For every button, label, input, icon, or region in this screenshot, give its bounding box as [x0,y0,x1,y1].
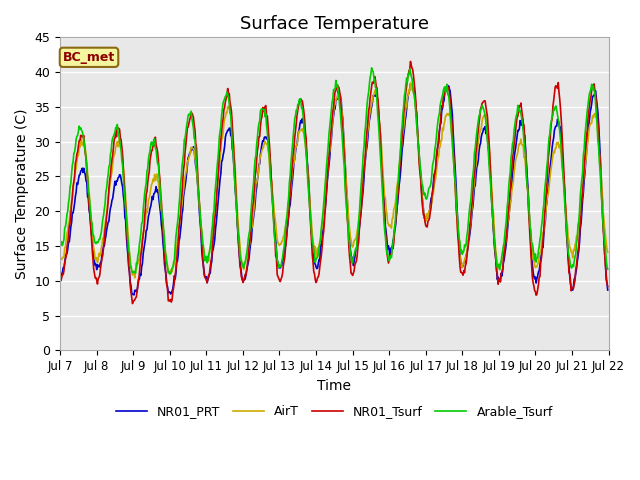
NR01_Tsurf [66,220,74,226]
AirT [208,239,216,245]
Arable_Tsurf [368,65,376,71]
Arable_Tsurf [402,81,410,86]
AirT [179,192,187,198]
Title: Surface Temperature: Surface Temperature [240,15,429,33]
AirT [418,191,426,196]
Arable_Tsurf [166,271,173,276]
NR01_Tsurf [401,95,409,100]
AirT [401,112,409,118]
AirT [123,208,131,214]
NR01_PRT [401,118,409,124]
AirT [56,257,64,263]
NR01_Tsurf [129,300,136,306]
AirT [131,275,139,281]
Arable_Tsurf [208,228,216,234]
NR01_PRT [418,193,426,199]
X-axis label: Time: Time [317,379,351,393]
NR01_Tsurf [123,220,131,226]
NR01_Tsurf [56,277,64,283]
NR01_PRT [56,270,64,276]
NR01_PRT [123,233,131,239]
Line: NR01_Tsurf: NR01_Tsurf [60,61,608,303]
Y-axis label: Surface Temperature (C): Surface Temperature (C) [15,108,29,279]
NR01_PRT [130,292,138,298]
AirT [604,250,612,255]
AirT [66,208,74,214]
Arable_Tsurf [418,180,426,186]
NR01_Tsurf [604,284,612,289]
Arable_Tsurf [66,184,74,190]
Arable_Tsurf [56,245,64,251]
NR01_Tsurf [208,254,216,260]
Arable_Tsurf [123,214,131,220]
Line: Arable_Tsurf: Arable_Tsurf [60,68,608,274]
AirT [406,80,414,86]
NR01_PRT [604,287,612,293]
Line: AirT: AirT [60,83,608,278]
NR01_PRT [406,81,414,87]
Text: BC_met: BC_met [63,51,115,64]
NR01_Tsurf [418,197,426,203]
NR01_Tsurf [406,59,414,64]
NR01_PRT [208,259,216,264]
NR01_Tsurf [179,177,187,183]
Arable_Tsurf [604,266,612,272]
NR01_PRT [179,207,187,213]
NR01_PRT [66,232,74,238]
Arable_Tsurf [179,157,187,163]
Legend: NR01_PRT, AirT, NR01_Tsurf, Arable_Tsurf: NR01_PRT, AirT, NR01_Tsurf, Arable_Tsurf [111,400,558,423]
Line: NR01_PRT: NR01_PRT [60,84,608,295]
